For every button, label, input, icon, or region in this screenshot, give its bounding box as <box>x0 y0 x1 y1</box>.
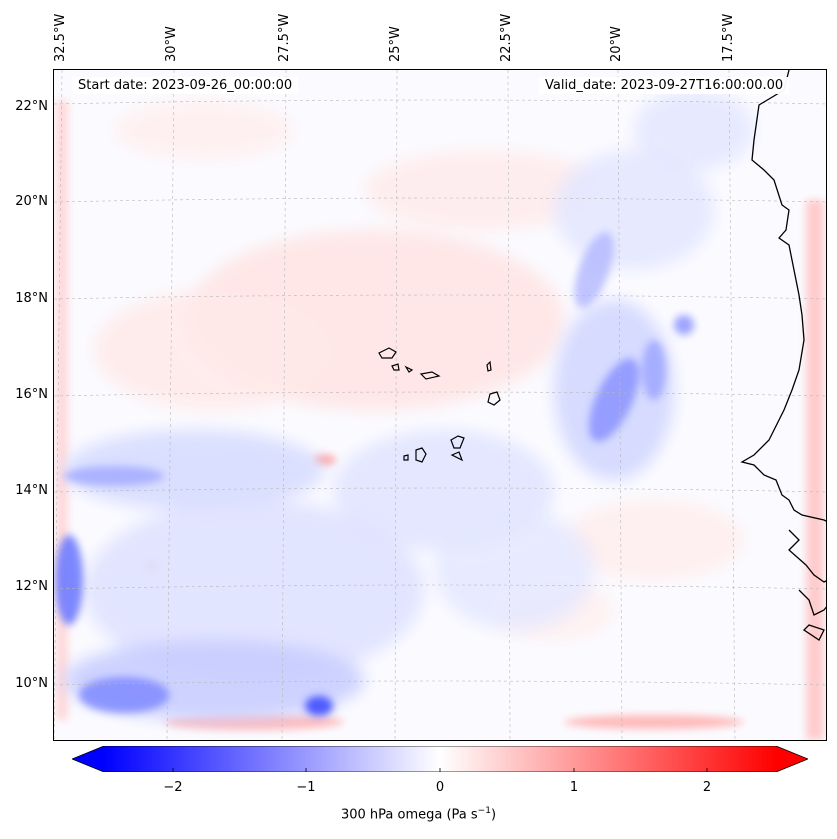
colorbar-max-extend <box>776 746 808 772</box>
lat-label-16n: 16°N <box>15 387 48 402</box>
colorbar-min-extend <box>72 746 104 772</box>
lon-label-27-5w: 27.5°W <box>277 13 292 62</box>
lat-label-20n: 20°N <box>15 194 48 209</box>
cape-verde-islands <box>378 347 501 463</box>
lat-label-18n: 18°N <box>15 291 48 306</box>
lat-label-14n: 14°N <box>15 483 48 498</box>
lat-label-22n: 22°N <box>15 99 48 114</box>
lon-label-25w: 25°W <box>388 26 403 62</box>
valid-date-label: Valid_date: 2023-09-27T16:00:00.00 <box>539 77 790 94</box>
colorbar-tick-2: 2 <box>702 780 712 795</box>
colorbar-tick-1: 1 <box>569 780 579 795</box>
colorbar-label-exponent: −1 <box>477 806 491 816</box>
start-date-label: Start date: 2023-09-26_00:00:00 <box>72 77 299 94</box>
colorbar-label-suffix: ) <box>490 807 497 823</box>
lat-label-10n: 10°N <box>15 676 48 691</box>
coastline <box>740 70 826 641</box>
colorbar-tick-minus-1: −1 <box>296 780 316 795</box>
lon-label-20w: 20°W <box>609 26 624 62</box>
colorbar-ticks <box>172 768 708 772</box>
lon-label-17-5w: 17.5°W <box>721 13 736 62</box>
colorbar-label-prefix: 300 hPa omega (Pa s <box>340 807 478 823</box>
colorbar-gradient <box>104 746 776 772</box>
colorbar <box>72 746 808 772</box>
lon-label-30w: 30°W <box>164 26 179 62</box>
lon-label-22-5w: 22.5°W <box>499 13 514 62</box>
colorbar-tick-0: 0 <box>435 780 445 795</box>
lat-label-12n: 12°N <box>15 579 48 594</box>
omega-field-map <box>54 70 826 740</box>
colorbar-tick-minus-2: −2 <box>163 780 183 795</box>
map-panel[interactable] <box>53 69 827 741</box>
lon-label-32-5w: 32.5°W <box>53 13 68 62</box>
graticule <box>54 70 826 740</box>
colorbar-label: 300 hPa omega (Pa s−1) <box>0 806 837 822</box>
strong-negative-omega <box>55 232 694 716</box>
